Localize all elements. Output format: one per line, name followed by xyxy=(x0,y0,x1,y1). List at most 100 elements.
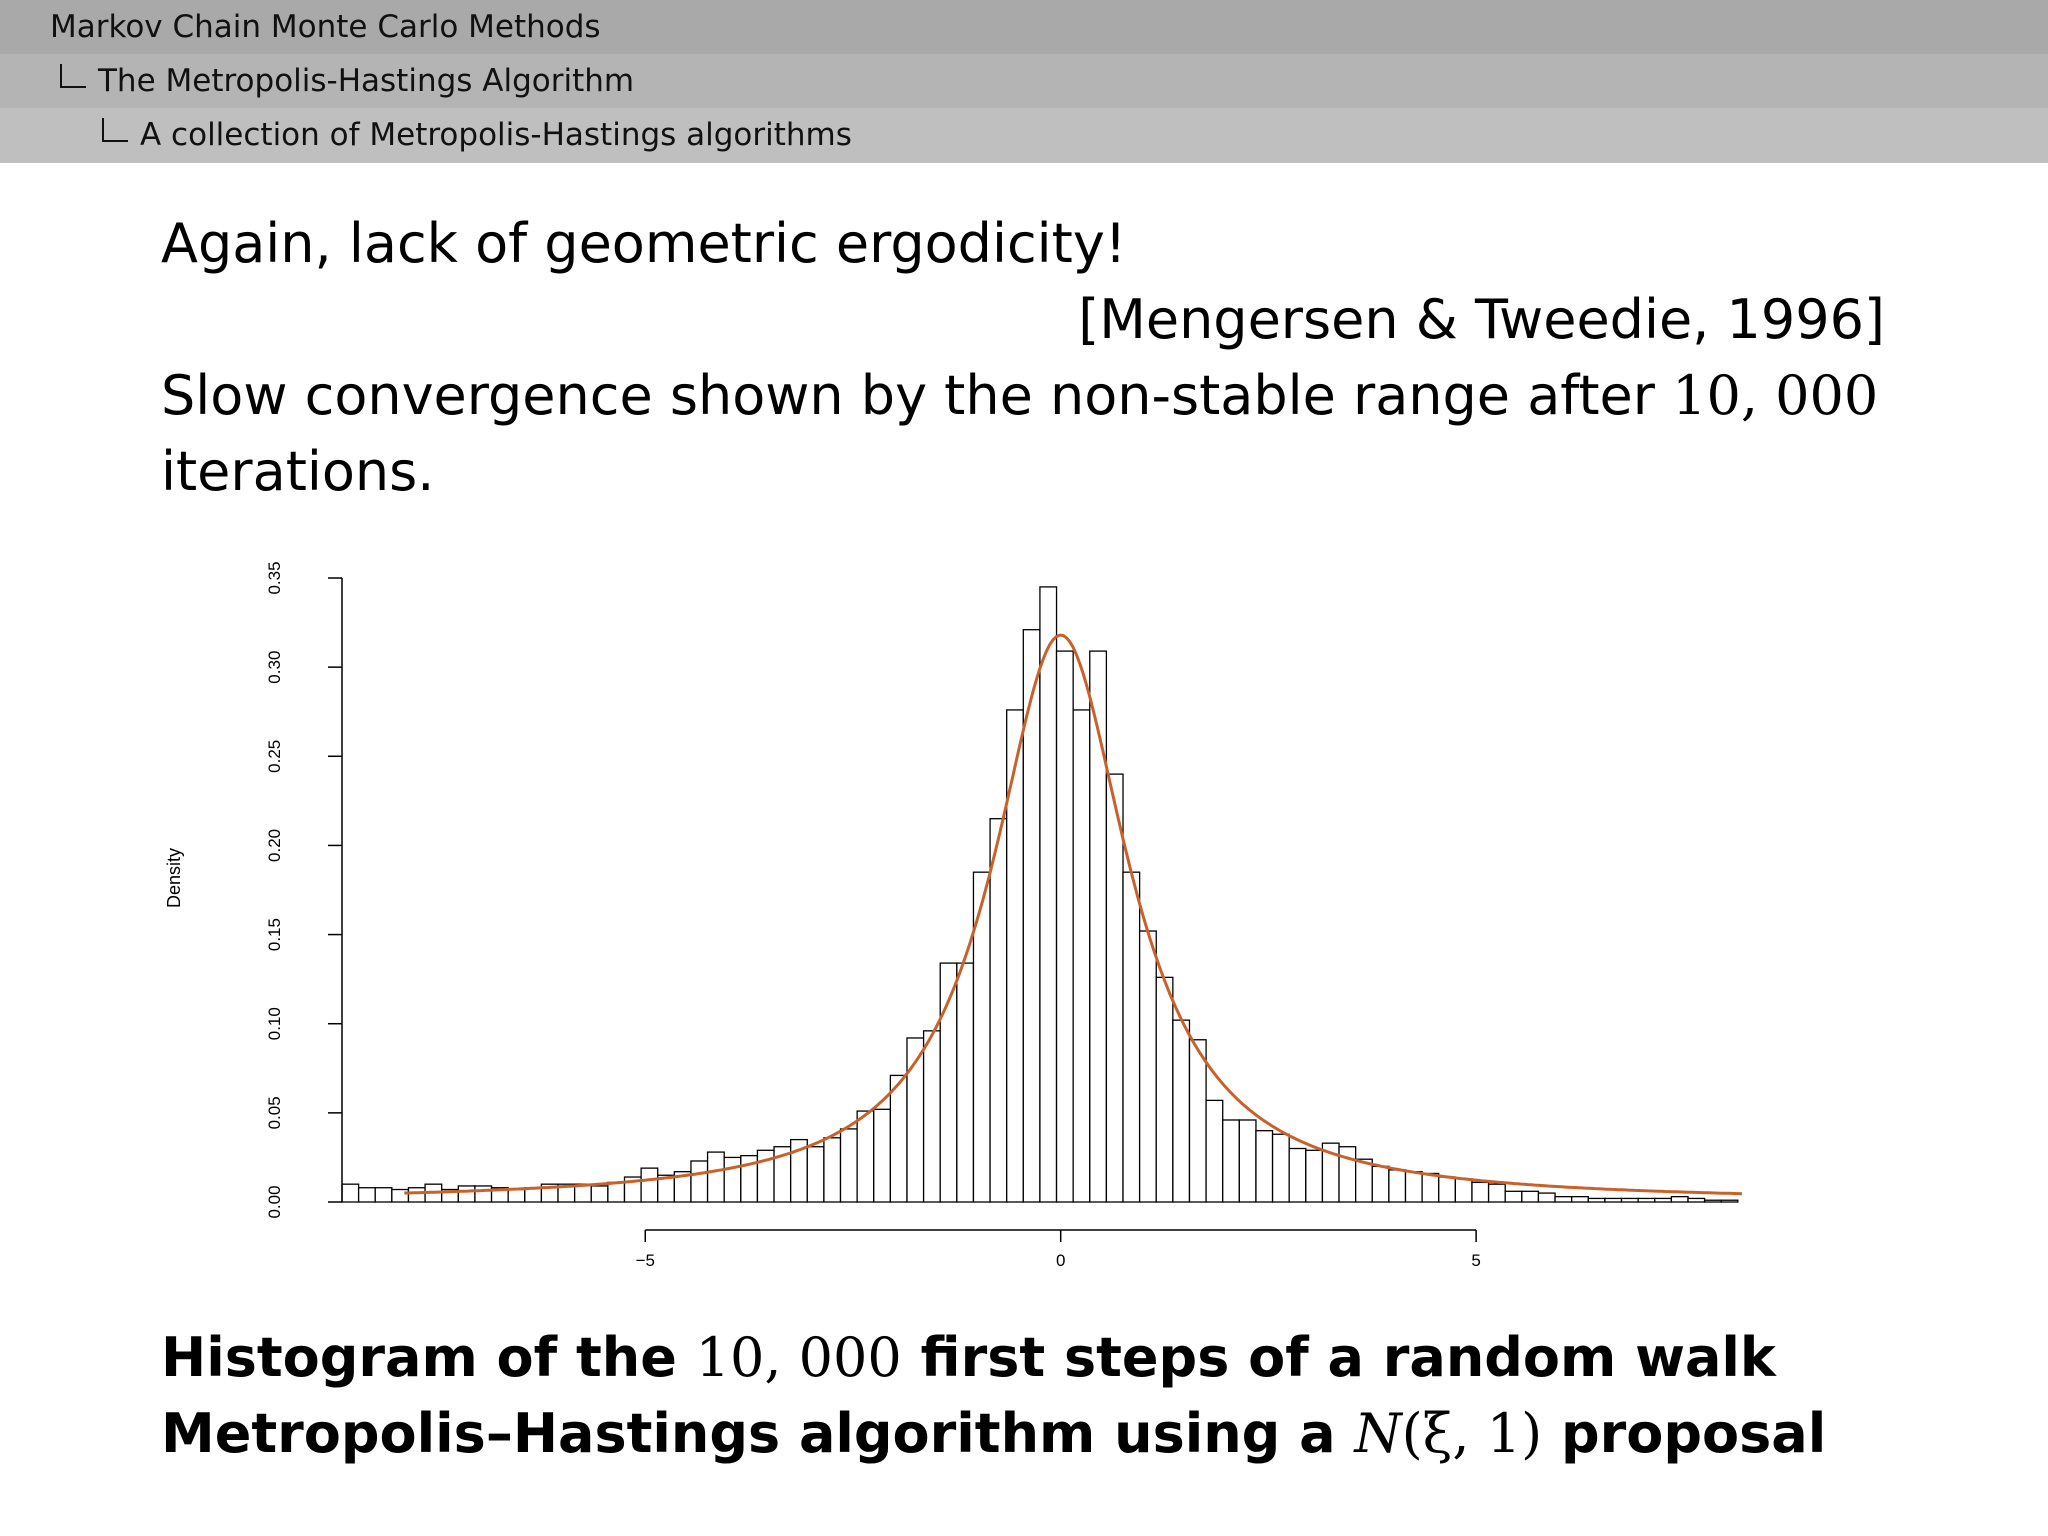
histogram-bar xyxy=(1271,1133,1290,1203)
caption-segment: Metropolis–Hastings algorithm using a xyxy=(161,1402,1355,1465)
histogram-bar xyxy=(1155,976,1174,1203)
histogram-bar xyxy=(1222,1119,1240,1203)
histogram-bar xyxy=(1055,650,1074,1203)
histogram-bars xyxy=(341,586,1739,1203)
y-axis-label: Density xyxy=(164,848,184,908)
subsection-title: The Metropolis-Hastings Algorithm xyxy=(98,63,635,99)
section-title: Markov Chain Monte Carlo Methods xyxy=(50,9,601,45)
histogram-bar xyxy=(1305,1149,1324,1203)
histogram-bar xyxy=(873,1108,892,1203)
y-tick-label: 0.10 xyxy=(265,1007,284,1040)
histogram-bar xyxy=(457,1185,476,1203)
histogram-bar xyxy=(1122,871,1141,1203)
histogram-bar xyxy=(357,1187,376,1203)
caption-line-2: Metropolis–Hastings algorithm using a N(… xyxy=(161,1402,1826,1465)
histogram-bar xyxy=(1670,1196,1689,1203)
histogram-bar xyxy=(1188,1039,1207,1203)
breadcrumb-level-3: A collection of Metropolis-Hastings algo… xyxy=(0,108,2048,163)
histogram-bar xyxy=(889,1074,908,1203)
caption-segment: proposal xyxy=(1542,1402,1827,1465)
histogram-bar xyxy=(1438,1176,1457,1203)
histogram-bar xyxy=(723,1156,742,1203)
slide-text-line-4: iterations. xyxy=(161,440,435,503)
histogram-bar xyxy=(1654,1197,1673,1203)
histogram-bar xyxy=(956,962,975,1203)
histogram-bar xyxy=(1521,1190,1540,1203)
caption-segment: Histogram of the xyxy=(161,1326,696,1389)
histogram-bar xyxy=(1371,1165,1390,1203)
histogram-bar xyxy=(1637,1197,1656,1203)
histogram-bar xyxy=(341,1183,360,1203)
histogram-bar xyxy=(374,1187,393,1203)
math-number: 10, 000 xyxy=(695,1326,902,1389)
y-tick-label: 0.30 xyxy=(265,651,284,684)
y-tick-label: 0.20 xyxy=(265,829,284,862)
text-segment: Slow convergence shown by the non-stable… xyxy=(161,364,1673,427)
histogram-bar xyxy=(1487,1183,1506,1203)
histogram-bar xyxy=(507,1188,526,1203)
histogram-bar xyxy=(806,1146,825,1203)
y-tick-label: 0.00 xyxy=(265,1185,284,1218)
histogram-bar xyxy=(1006,709,1024,1203)
histogram-bar xyxy=(823,1137,842,1203)
histogram-bar xyxy=(1571,1196,1589,1203)
y-axis: 0.00 0.05 0.10 0.15 0.20 0.25 0.30 0.35 xyxy=(265,561,343,1219)
histogram-bar xyxy=(1039,586,1058,1203)
histogram-bar xyxy=(1105,773,1124,1203)
histogram-bar xyxy=(1172,1019,1191,1203)
histogram-chart: 0.00 0.05 0.10 0.15 0.20 0.25 0.30 0.35 −5 0 5 De… xyxy=(164,561,1743,1270)
y-tick-label: 0.05 xyxy=(265,1096,284,1129)
math-args: (ξ, 1) xyxy=(1401,1402,1543,1465)
histogram-bar xyxy=(1255,1130,1274,1203)
histogram-bar xyxy=(607,1181,626,1203)
breadcrumb-level-1: Markov Chain Monte Carlo Methods xyxy=(0,0,2048,54)
y-tick-label: 0.15 xyxy=(265,918,284,951)
histogram-bar xyxy=(839,1128,858,1203)
slide-text-line-1: Again, lack of geometric ergodicity! xyxy=(161,212,1127,275)
math-number: 10, 000 xyxy=(1672,364,1879,427)
breadcrumb-level-2: The Metropolis-Hastings Algorithm xyxy=(0,54,2048,108)
histogram-bar xyxy=(1504,1190,1523,1203)
histogram-bar xyxy=(391,1188,410,1203)
x-tick-label: 0 xyxy=(1056,1251,1065,1270)
slide-text-line-3: Slow convergence shown by the non-stable… xyxy=(161,364,1878,427)
subsubsection-title: A collection of Metropolis-Hastings algo… xyxy=(140,117,852,153)
histogram-bar xyxy=(1288,1147,1307,1203)
histogram-bar xyxy=(1620,1197,1639,1203)
tree-corner-icon xyxy=(60,64,86,88)
histogram-bar xyxy=(690,1160,709,1203)
caption-segment: first steps of a random walk xyxy=(901,1326,1776,1389)
x-tick-label: −5 xyxy=(636,1251,655,1270)
histogram-bar xyxy=(1404,1171,1423,1203)
normal-distribution-symbol: N xyxy=(1354,1402,1402,1465)
histogram-bar xyxy=(1138,930,1157,1203)
histogram-bar xyxy=(1388,1169,1407,1203)
histogram-bar xyxy=(1537,1192,1556,1203)
density-curve xyxy=(404,633,1743,1196)
histogram-bar xyxy=(1703,1199,1722,1203)
histogram-bar xyxy=(706,1151,725,1203)
x-tick-label: 5 xyxy=(1471,1251,1480,1270)
y-tick-label: 0.25 xyxy=(265,740,284,773)
histogram-bar xyxy=(1454,1178,1473,1203)
histogram-bar xyxy=(1720,1199,1739,1203)
histogram-bar xyxy=(1471,1181,1490,1203)
histogram-bar xyxy=(640,1167,659,1203)
histogram-bar xyxy=(1205,1099,1224,1203)
histogram-bar xyxy=(1604,1197,1623,1203)
histogram-bar xyxy=(1687,1197,1706,1203)
histogram-bar xyxy=(922,1030,941,1203)
histogram-bar xyxy=(1354,1158,1373,1203)
tree-corner-icon xyxy=(102,118,128,142)
histogram-bar xyxy=(989,818,1008,1203)
histogram-bar xyxy=(856,1110,875,1203)
x-axis: −5 0 5 xyxy=(636,1229,1481,1270)
histogram-bar xyxy=(474,1185,493,1203)
citation: [Mengersen & Tweedie, 1996] xyxy=(1078,288,1885,351)
histogram-bar xyxy=(590,1185,609,1203)
histogram-bar xyxy=(1421,1172,1440,1203)
histogram-bar xyxy=(1072,709,1091,1203)
histogram-bar xyxy=(1554,1196,1573,1203)
histogram-bar xyxy=(1587,1197,1606,1203)
y-tick-label: 0.35 xyxy=(265,561,284,594)
